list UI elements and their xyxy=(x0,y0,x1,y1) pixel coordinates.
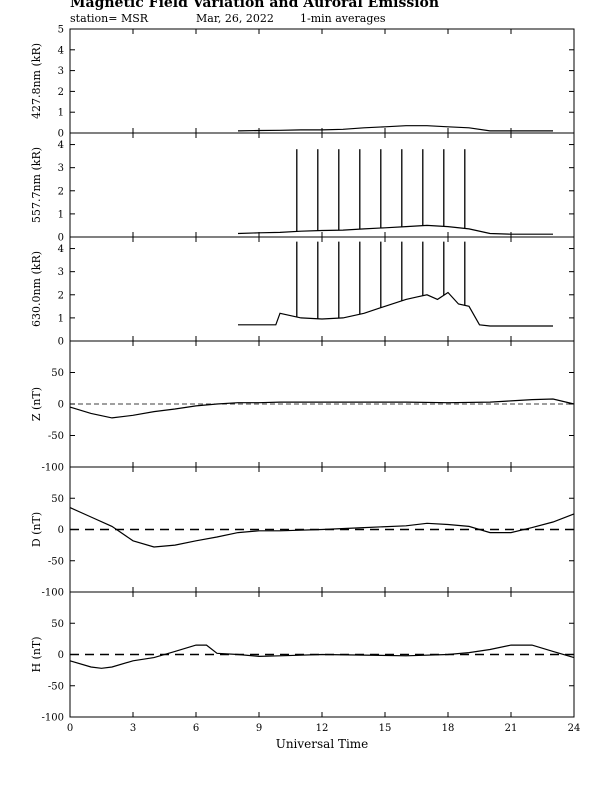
y-tick-label: 2 xyxy=(58,290,64,301)
y-tick-label: 1 xyxy=(58,108,64,119)
x-tick-label: 6 xyxy=(193,723,199,734)
y-tick-label: -50 xyxy=(48,431,64,442)
y-tick-label: 50 xyxy=(51,368,64,379)
y-tick-label: -100 xyxy=(42,713,64,724)
y-tick-label: 3 xyxy=(58,267,64,278)
series-line xyxy=(237,224,553,235)
x-axis-label: Universal Time xyxy=(276,737,369,751)
y-axis-label: 557.7nm (kR) xyxy=(30,147,43,223)
chart-title: Magnetic Field Variation and Auroral Emi… xyxy=(70,0,440,11)
y-axis-label: D (nT) xyxy=(30,512,43,547)
date-label: Mar, 26, 2022 xyxy=(196,12,274,25)
y-axis-label: 427.8nm (kR) xyxy=(30,43,43,119)
y-tick-label: 0 xyxy=(58,337,64,348)
panel-frame xyxy=(69,28,575,134)
series-line xyxy=(237,125,553,132)
panel-frame xyxy=(69,132,575,238)
y-tick-label: 4 xyxy=(58,45,64,56)
y-tick-label: 4 xyxy=(58,244,64,255)
x-tick-label: 3 xyxy=(130,723,136,734)
y-tick-label: 1 xyxy=(58,313,64,324)
y-tick-label: 3 xyxy=(58,66,64,77)
y-tick-label: 0 xyxy=(58,650,64,661)
x-tick-label: 24 xyxy=(568,723,581,734)
y-tick-label: 4 xyxy=(58,140,64,151)
y-axis-label: 630.0nm (kR) xyxy=(30,251,43,327)
x-tick-label: 12 xyxy=(316,723,329,734)
y-tick-label: 1 xyxy=(58,209,64,220)
x-tick-label: 15 xyxy=(379,723,392,734)
series-line xyxy=(238,291,553,327)
x-tick-label: 21 xyxy=(505,723,518,734)
averaging-label: 1-min averages xyxy=(300,12,386,25)
series-line xyxy=(69,644,575,669)
y-axis-label: Z (nT) xyxy=(30,387,43,421)
y-tick-label: -100 xyxy=(42,588,64,599)
y-tick-label: -100 xyxy=(42,463,64,474)
x-tick-label: 0 xyxy=(67,723,73,734)
y-tick-label: 5 xyxy=(58,25,64,36)
y-tick-label: 0 xyxy=(58,400,64,411)
y-tick-label: -50 xyxy=(48,556,64,567)
y-axis-label: H (nT) xyxy=(30,636,43,672)
x-tick-label: 9 xyxy=(256,723,262,734)
y-tick-label: 0 xyxy=(58,525,64,536)
series-line xyxy=(69,398,575,419)
x-tick-label: 18 xyxy=(442,723,455,734)
y-tick-label: 50 xyxy=(51,494,64,505)
station-label: station= MSR xyxy=(70,12,149,25)
y-tick-label: 0 xyxy=(58,233,64,244)
y-tick-label: -50 xyxy=(48,681,64,692)
series-line xyxy=(69,507,575,548)
y-tick-label: 2 xyxy=(58,87,64,98)
y-tick-label: 50 xyxy=(51,619,64,630)
y-tick-label: 3 xyxy=(58,163,64,174)
y-tick-label: 2 xyxy=(58,186,64,197)
y-tick-label: 0 xyxy=(58,129,64,140)
